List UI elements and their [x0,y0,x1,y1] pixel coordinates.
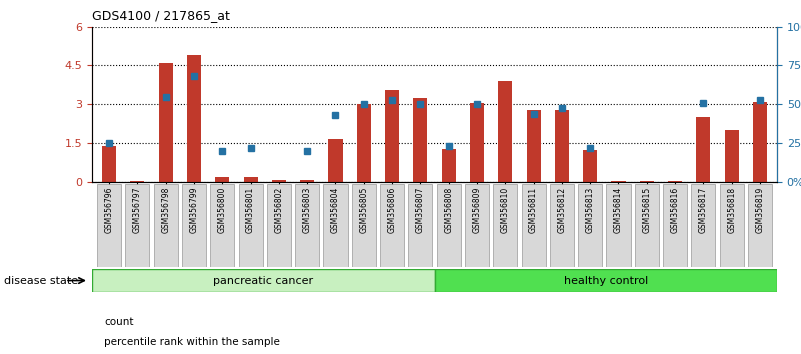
Text: GSM356809: GSM356809 [473,187,481,233]
Text: healthy control: healthy control [564,275,648,286]
Text: GSM356805: GSM356805 [360,187,368,233]
Text: GSM356804: GSM356804 [331,187,340,233]
FancyBboxPatch shape [409,184,433,267]
Text: GSM356810: GSM356810 [501,187,509,233]
Text: GSM356819: GSM356819 [755,187,764,233]
Text: GSM356796: GSM356796 [105,187,114,233]
Bar [640,181,654,182]
FancyBboxPatch shape [239,184,263,267]
Bar [385,90,399,182]
Bar [526,110,541,182]
Bar [753,102,767,182]
Text: GSM356802: GSM356802 [275,187,284,233]
Bar [725,130,739,182]
Text: GSM356798: GSM356798 [161,187,170,233]
Bar [272,180,286,182]
FancyBboxPatch shape [748,184,772,267]
Text: GSM356807: GSM356807 [416,187,425,233]
Text: GSM356815: GSM356815 [642,187,651,233]
Text: GSM356817: GSM356817 [699,187,708,233]
FancyBboxPatch shape [211,184,235,267]
FancyBboxPatch shape [437,184,461,267]
Text: pancreatic cancer: pancreatic cancer [213,275,313,286]
Text: GSM356818: GSM356818 [727,187,736,233]
Text: percentile rank within the sample: percentile rank within the sample [104,337,280,347]
Text: GSM356801: GSM356801 [246,187,255,233]
FancyBboxPatch shape [719,184,743,267]
Bar [696,118,710,182]
Bar [92,269,434,292]
FancyBboxPatch shape [465,184,489,267]
Bar [300,180,314,182]
Bar [244,177,258,182]
Bar [668,181,682,182]
Bar [441,149,456,182]
Bar [215,177,229,182]
Text: GSM356803: GSM356803 [303,187,312,233]
Bar [356,104,371,182]
Bar [434,269,777,292]
Bar [328,139,343,182]
Text: GSM356797: GSM356797 [133,187,142,233]
FancyBboxPatch shape [380,184,405,267]
Text: GSM356808: GSM356808 [445,187,453,233]
FancyBboxPatch shape [154,184,178,267]
FancyBboxPatch shape [691,184,715,267]
FancyBboxPatch shape [663,184,687,267]
FancyBboxPatch shape [352,184,376,267]
FancyBboxPatch shape [324,184,348,267]
FancyBboxPatch shape [182,184,206,267]
Bar [611,181,626,182]
Text: GSM356806: GSM356806 [388,187,396,233]
Bar [131,181,144,182]
FancyBboxPatch shape [126,184,150,267]
Bar [159,63,173,182]
FancyBboxPatch shape [97,184,121,267]
Bar [555,110,569,182]
Text: GSM356812: GSM356812 [557,187,566,233]
Text: GSM356799: GSM356799 [190,187,199,233]
FancyBboxPatch shape [606,184,630,267]
Text: GSM356816: GSM356816 [670,187,679,233]
Bar [470,103,484,182]
Bar [498,81,513,182]
Text: GSM356800: GSM356800 [218,187,227,233]
FancyBboxPatch shape [295,184,320,267]
Text: disease state: disease state [4,275,78,286]
FancyBboxPatch shape [493,184,517,267]
Bar [413,98,428,182]
FancyBboxPatch shape [549,184,574,267]
Text: GSM356811: GSM356811 [529,187,538,233]
Bar [187,55,201,182]
FancyBboxPatch shape [578,184,602,267]
Text: count: count [104,317,134,327]
Text: GSM356814: GSM356814 [614,187,623,233]
FancyBboxPatch shape [634,184,658,267]
FancyBboxPatch shape [521,184,545,267]
Text: GDS4100 / 217865_at: GDS4100 / 217865_at [92,9,230,22]
FancyBboxPatch shape [267,184,291,267]
Bar [102,146,116,182]
Text: GSM356813: GSM356813 [586,187,594,233]
Bar [583,150,598,182]
